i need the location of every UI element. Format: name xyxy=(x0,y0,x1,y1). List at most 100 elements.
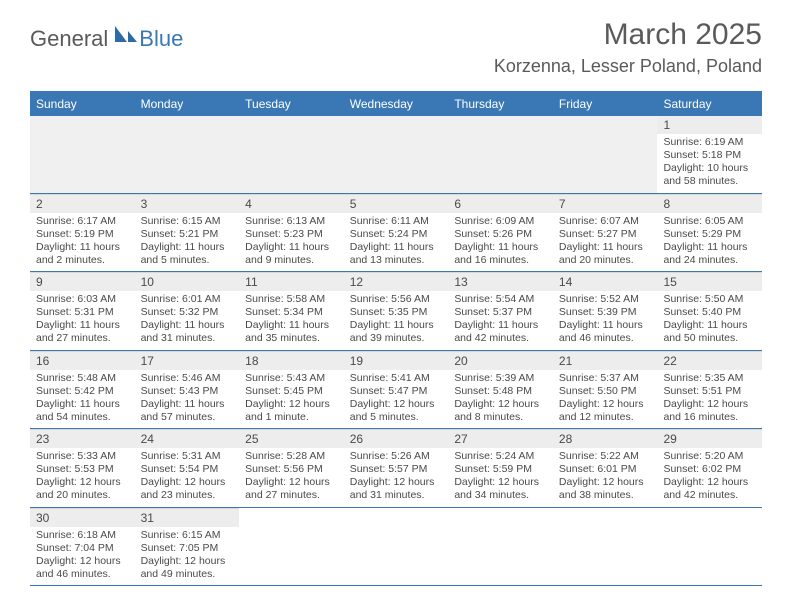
daylight-text: Daylight: 11 hours and 2 minutes. xyxy=(36,241,129,267)
daylight-text: Daylight: 11 hours and 50 minutes. xyxy=(663,319,756,345)
sunrise-text: Sunrise: 5:26 AM xyxy=(350,450,443,463)
sunrise-text: Sunrise: 5:58 AM xyxy=(245,293,338,306)
daylight-text: Daylight: 12 hours and 5 minutes. xyxy=(350,398,443,424)
day-info: Sunrise: 5:24 AMSunset: 5:59 PMDaylight:… xyxy=(448,448,553,503)
sunset-text: Sunset: 5:34 PM xyxy=(245,306,338,319)
day-cell: 26Sunrise: 5:26 AMSunset: 5:57 PMDayligh… xyxy=(344,429,449,507)
day-cell: 20Sunrise: 5:39 AMSunset: 5:48 PMDayligh… xyxy=(448,351,553,429)
sunrise-text: Sunrise: 5:56 AM xyxy=(350,293,443,306)
day-info: Sunrise: 5:22 AMSunset: 6:01 PMDaylight:… xyxy=(553,448,658,503)
day-number: 12 xyxy=(344,272,449,291)
sunrise-text: Sunrise: 5:22 AM xyxy=(559,450,652,463)
sunset-text: Sunset: 5:43 PM xyxy=(141,385,234,398)
empty-cell xyxy=(135,116,240,193)
daylight-text: Daylight: 12 hours and 27 minutes. xyxy=(245,476,338,502)
sunset-text: Sunset: 5:53 PM xyxy=(36,463,129,476)
day-info: Sunrise: 5:50 AMSunset: 5:40 PMDaylight:… xyxy=(657,291,762,346)
day-number: 9 xyxy=(30,272,135,291)
day-number: 27 xyxy=(448,429,553,448)
day-info: Sunrise: 5:41 AMSunset: 5:47 PMDaylight:… xyxy=(344,370,449,425)
daylight-text: Daylight: 11 hours and 20 minutes. xyxy=(559,241,652,267)
day-number: 13 xyxy=(448,272,553,291)
day-info: Sunrise: 5:58 AMSunset: 5:34 PMDaylight:… xyxy=(239,291,344,346)
sunrise-text: Sunrise: 5:35 AM xyxy=(663,372,756,385)
empty-cell xyxy=(553,508,658,586)
day-number: 18 xyxy=(239,351,344,370)
day-info: Sunrise: 6:11 AMSunset: 5:24 PMDaylight:… xyxy=(344,213,449,268)
day-cell: 27Sunrise: 5:24 AMSunset: 5:59 PMDayligh… xyxy=(448,429,553,507)
day-number: 10 xyxy=(135,272,240,291)
sunset-text: Sunset: 5:37 PM xyxy=(454,306,547,319)
day-number: 15 xyxy=(657,272,762,291)
daylight-text: Daylight: 12 hours and 1 minute. xyxy=(245,398,338,424)
day-info: Sunrise: 5:28 AMSunset: 5:56 PMDaylight:… xyxy=(239,448,344,503)
day-info: Sunrise: 6:01 AMSunset: 5:32 PMDaylight:… xyxy=(135,291,240,346)
sunrise-text: Sunrise: 6:15 AM xyxy=(141,215,234,228)
sunrise-text: Sunrise: 5:31 AM xyxy=(141,450,234,463)
sunrise-text: Sunrise: 5:43 AM xyxy=(245,372,338,385)
day-number: 5 xyxy=(344,194,449,213)
day-cell: 15Sunrise: 5:50 AMSunset: 5:40 PMDayligh… xyxy=(657,272,762,350)
sunrise-text: Sunrise: 5:24 AM xyxy=(454,450,547,463)
week-row: 16Sunrise: 5:48 AMSunset: 5:42 PMDayligh… xyxy=(30,351,762,430)
day-cell: 2Sunrise: 6:17 AMSunset: 5:19 PMDaylight… xyxy=(30,194,135,272)
day-info: Sunrise: 5:54 AMSunset: 5:37 PMDaylight:… xyxy=(448,291,553,346)
brand-part1: General xyxy=(30,26,108,52)
day-cell: 21Sunrise: 5:37 AMSunset: 5:50 PMDayligh… xyxy=(553,351,658,429)
day-info: Sunrise: 5:46 AMSunset: 5:43 PMDaylight:… xyxy=(135,370,240,425)
sunset-text: Sunset: 5:47 PM xyxy=(350,385,443,398)
sunrise-text: Sunrise: 5:46 AM xyxy=(141,372,234,385)
sunset-text: Sunset: 5:29 PM xyxy=(663,228,756,241)
day-cell: 22Sunrise: 5:35 AMSunset: 5:51 PMDayligh… xyxy=(657,351,762,429)
sunrise-text: Sunrise: 5:50 AM xyxy=(663,293,756,306)
day-number: 7 xyxy=(553,194,658,213)
empty-cell xyxy=(239,508,344,586)
day-number: 6 xyxy=(448,194,553,213)
empty-cell xyxy=(553,116,658,193)
day-header-mon: Monday xyxy=(135,92,240,116)
sunset-text: Sunset: 6:02 PM xyxy=(663,463,756,476)
daylight-text: Daylight: 11 hours and 27 minutes. xyxy=(36,319,129,345)
sunrise-text: Sunrise: 6:15 AM xyxy=(141,529,234,542)
day-number: 29 xyxy=(657,429,762,448)
week-row: 23Sunrise: 5:33 AMSunset: 5:53 PMDayligh… xyxy=(30,429,762,508)
sunset-text: Sunset: 5:56 PM xyxy=(245,463,338,476)
daylight-text: Daylight: 12 hours and 16 minutes. xyxy=(663,398,756,424)
sunset-text: Sunset: 5:31 PM xyxy=(36,306,129,319)
day-info: Sunrise: 6:15 AMSunset: 5:21 PMDaylight:… xyxy=(135,213,240,268)
daylight-text: Daylight: 12 hours and 46 minutes. xyxy=(36,555,129,581)
daylight-text: Daylight: 12 hours and 42 minutes. xyxy=(663,476,756,502)
daylight-text: Daylight: 12 hours and 12 minutes. xyxy=(559,398,652,424)
day-number: 30 xyxy=(30,508,135,527)
daylight-text: Daylight: 11 hours and 35 minutes. xyxy=(245,319,338,345)
day-cell: 12Sunrise: 5:56 AMSunset: 5:35 PMDayligh… xyxy=(344,272,449,350)
day-info: Sunrise: 6:18 AMSunset: 7:04 PMDaylight:… xyxy=(30,527,135,582)
daylight-text: Daylight: 12 hours and 34 minutes. xyxy=(454,476,547,502)
day-header-sun: Sunday xyxy=(30,92,135,116)
sunrise-text: Sunrise: 5:37 AM xyxy=(559,372,652,385)
sail-icon xyxy=(113,24,139,49)
day-number: 20 xyxy=(448,351,553,370)
day-number: 24 xyxy=(135,429,240,448)
calendar-table: Sunday Monday Tuesday Wednesday Thursday… xyxy=(30,91,762,586)
sunrise-text: Sunrise: 6:18 AM xyxy=(36,529,129,542)
day-header-fri: Friday xyxy=(553,92,658,116)
daylight-text: Daylight: 11 hours and 16 minutes. xyxy=(454,241,547,267)
day-number: 21 xyxy=(553,351,658,370)
day-info: Sunrise: 5:20 AMSunset: 6:02 PMDaylight:… xyxy=(657,448,762,503)
sunset-text: Sunset: 5:24 PM xyxy=(350,228,443,241)
sunset-text: Sunset: 5:35 PM xyxy=(350,306,443,319)
day-number: 23 xyxy=(30,429,135,448)
day-info: Sunrise: 6:03 AMSunset: 5:31 PMDaylight:… xyxy=(30,291,135,346)
day-cell: 31Sunrise: 6:15 AMSunset: 7:05 PMDayligh… xyxy=(135,508,240,586)
empty-cell xyxy=(657,508,762,586)
sunrise-text: Sunrise: 6:13 AM xyxy=(245,215,338,228)
day-cell: 9Sunrise: 6:03 AMSunset: 5:31 PMDaylight… xyxy=(30,272,135,350)
daylight-text: Daylight: 12 hours and 8 minutes. xyxy=(454,398,547,424)
empty-cell xyxy=(344,116,449,193)
day-info: Sunrise: 6:07 AMSunset: 5:27 PMDaylight:… xyxy=(553,213,658,268)
day-header-wed: Wednesday xyxy=(344,92,449,116)
sunrise-text: Sunrise: 5:54 AM xyxy=(454,293,547,306)
daylight-text: Daylight: 11 hours and 54 minutes. xyxy=(36,398,129,424)
brand-part2: Blue xyxy=(139,26,183,52)
